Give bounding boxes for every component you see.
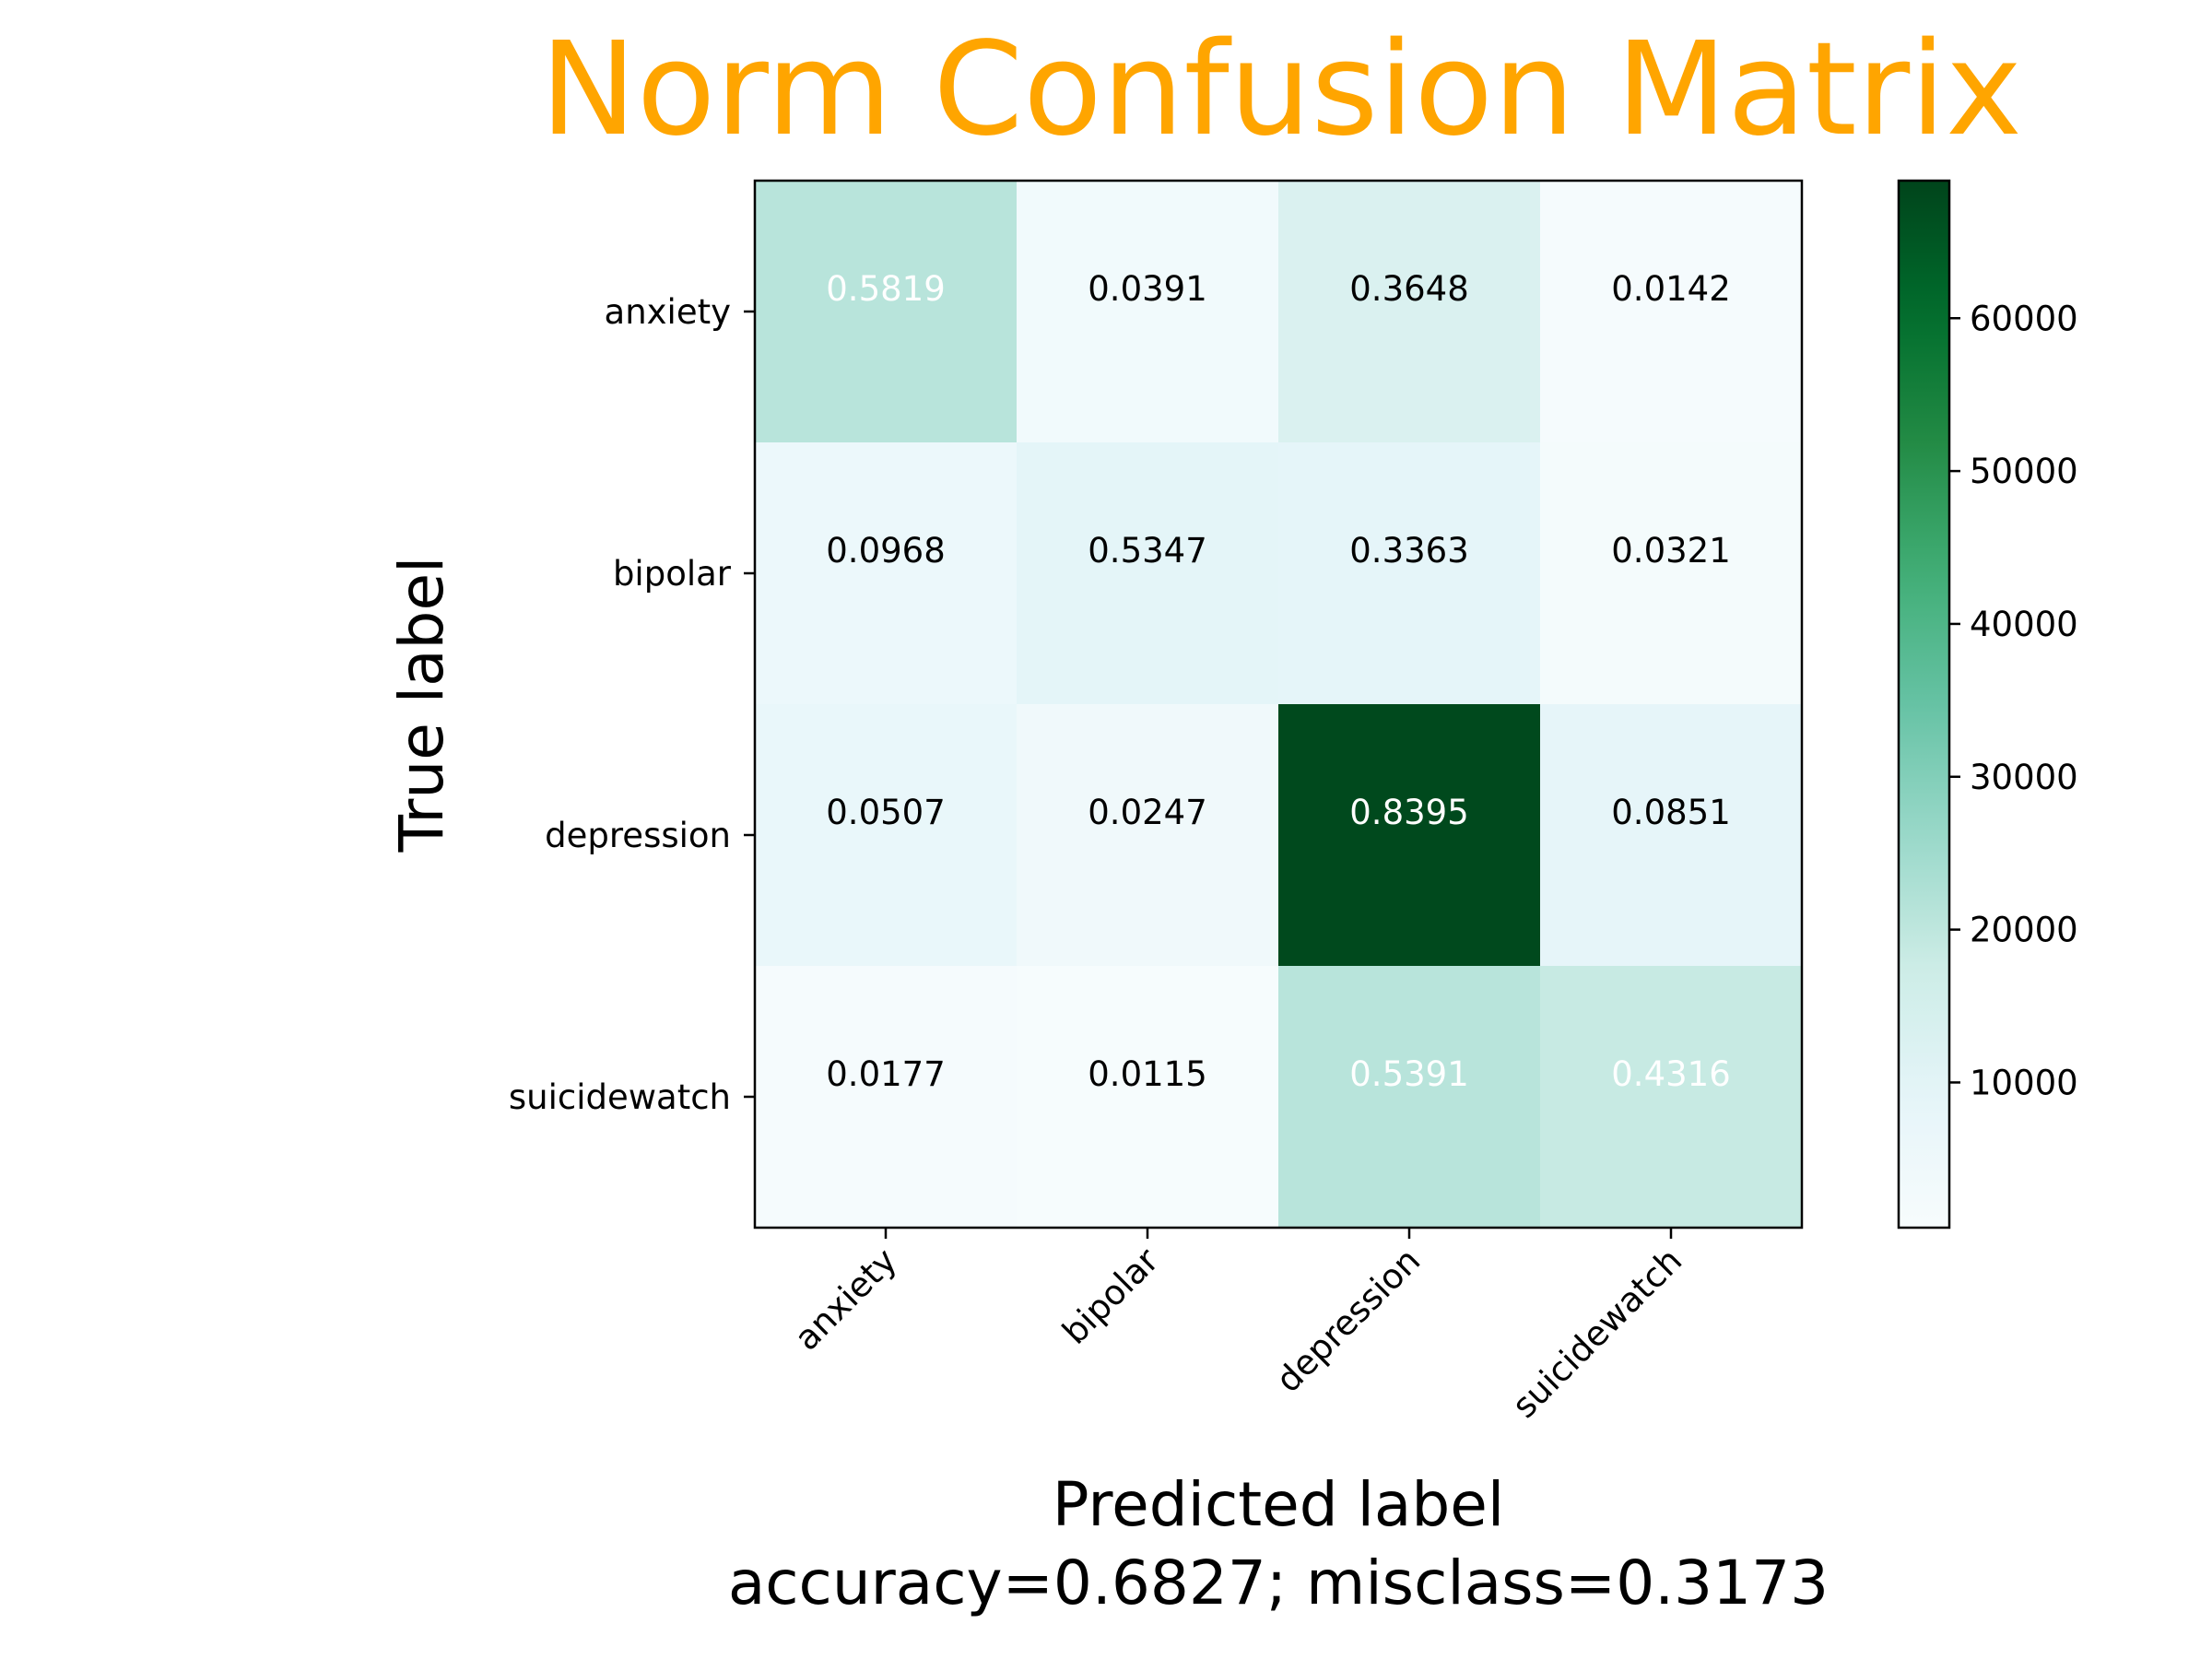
y-tick-label: anxiety (605, 292, 731, 332)
cell-value-label: 0.0177 (826, 1054, 945, 1094)
matrix-cell (1017, 181, 1279, 443)
colorbar-ticks: 10000 20000 30000 40000 50000 60000 (1949, 299, 2078, 1102)
cell-value-label: 0.0391 (1088, 269, 1206, 309)
matrix-cell-labels: 0.5819 0.0391 0.3648 0.0142 0.0968 0.5347 0.33… (826, 269, 1730, 1094)
matrix-cell (1278, 181, 1541, 443)
matrix-cell (1278, 442, 1541, 705)
x-axis-label: Predicted label (1053, 1469, 1504, 1540)
y-tick-label: bipolar (613, 554, 732, 594)
matrix-cell (1017, 966, 1279, 1229)
matrix-cell (1540, 181, 1803, 443)
cell-value-label: 0.5819 (826, 269, 945, 309)
cell-value-label: 0.0968 (826, 531, 945, 571)
matrix-cell (755, 966, 1018, 1229)
cell-value-label: 0.5347 (1088, 531, 1206, 571)
cell-value-label: 0.8395 (1349, 793, 1468, 832)
matrix-cell (1278, 966, 1541, 1229)
matrix-cells (755, 181, 1803, 1229)
cell-value-label: 0.0851 (1611, 793, 1730, 832)
cell-value-label: 0.0507 (826, 793, 945, 832)
colorbar-tick-label: 10000 (1970, 1063, 2078, 1102)
cell-value-label: 0.0115 (1088, 1054, 1206, 1094)
cell-value-label: 0.3648 (1349, 269, 1468, 309)
cell-value-label: 0.0142 (1611, 269, 1730, 309)
matrix-cell (1278, 704, 1541, 967)
plot-frame (753, 179, 1804, 1230)
cell-value-label: 0.0247 (1088, 793, 1206, 832)
cell-value-label: 0.5391 (1349, 1054, 1468, 1094)
colorbar-tick-label: 50000 (1970, 452, 2078, 491)
colorbar-tick-label: 30000 (1970, 758, 2078, 797)
colorbar-tick-label: 60000 (1970, 299, 2078, 338)
y-axis-label: True label (386, 557, 457, 853)
matrix-cell (755, 704, 1018, 967)
matrix-cell (755, 181, 1018, 443)
colorbar-tick-label: 40000 (1970, 605, 2078, 644)
cell-value-label: 0.0321 (1611, 531, 1730, 571)
matrix-cell (1540, 966, 1803, 1229)
cell-value-label: 0.4316 (1611, 1054, 1730, 1094)
x-tick-label: anxiety (787, 1241, 905, 1359)
x-axis-ticks: anxiety bipolar depression suicidewatch (787, 1228, 1689, 1426)
matrix-cell (1017, 704, 1279, 967)
cell-value-label: 0.3363 (1349, 531, 1468, 571)
y-tick-label: depression (545, 816, 731, 855)
colorbar-tick-label: 20000 (1970, 911, 2078, 950)
chart-title: Norm Confusion Matrix (540, 15, 2022, 165)
matrix-cell (755, 442, 1018, 705)
y-tick-label: suicidewatch (509, 1077, 731, 1117)
y-axis-ticks: anxiety bipolar depression suicidewatch (509, 292, 755, 1117)
accuracy-summary: accuracy=0.6827; misclass=0.3173 (728, 1547, 1829, 1618)
matrix-cell (1540, 704, 1803, 967)
x-tick-label: suicidewatch (1504, 1241, 1689, 1426)
x-tick-label: bipolar (1054, 1240, 1167, 1352)
x-tick-label: depression (1268, 1241, 1428, 1400)
matrix-cell (1017, 442, 1279, 705)
matrix-cell (1540, 442, 1803, 705)
colorbar (1897, 179, 1951, 1230)
